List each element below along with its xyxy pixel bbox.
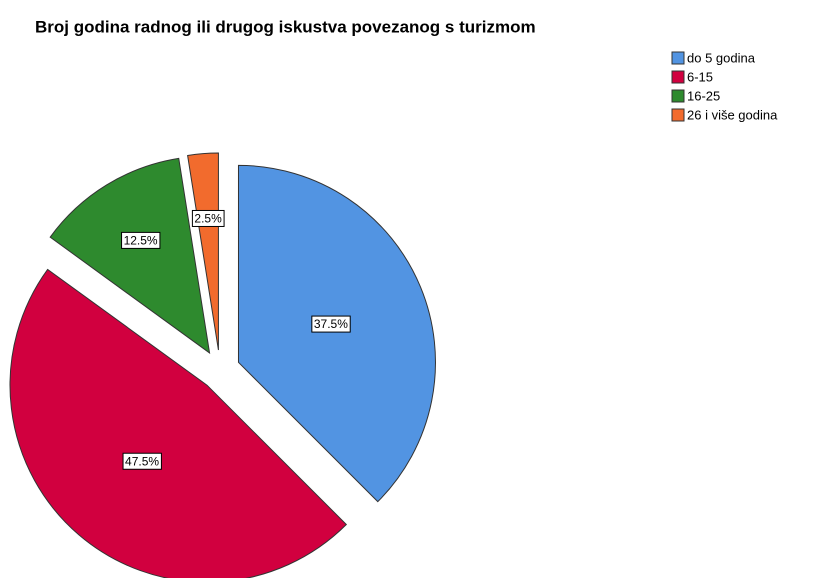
data-label-box	[311, 315, 351, 333]
legend-label: 26 i više godina	[687, 107, 778, 122]
pie-slice	[49, 157, 211, 355]
data-label: 2.5%	[194, 212, 222, 226]
legend-label: do 5 godina	[687, 50, 756, 65]
legend-swatch	[671, 70, 685, 84]
legend: do 5 godina 6-15 16-25 26 i više godina	[671, 50, 778, 122]
chart-title: Broj godina radnog ili drugog iskustva p…	[35, 17, 536, 36]
data-label-box	[122, 452, 162, 470]
legend-swatch	[671, 51, 685, 65]
data-labels: 37.5% 47.5% 12.5% 2.5%	[121, 209, 351, 470]
legend-swatch	[671, 108, 685, 122]
legend-swatch	[671, 89, 685, 103]
pie-slice	[237, 164, 436, 503]
data-label: 47.5%	[125, 454, 159, 468]
data-label: 12.5%	[124, 234, 158, 248]
data-label-box	[191, 209, 225, 227]
pie-slice	[187, 152, 219, 351]
pie	[9, 152, 436, 578]
pie-slice	[9, 268, 348, 578]
legend-label: 6-15	[687, 69, 713, 84]
data-label-box	[121, 231, 161, 249]
data-label: 37.5%	[314, 317, 348, 331]
legend-label: 16-25	[687, 88, 720, 103]
